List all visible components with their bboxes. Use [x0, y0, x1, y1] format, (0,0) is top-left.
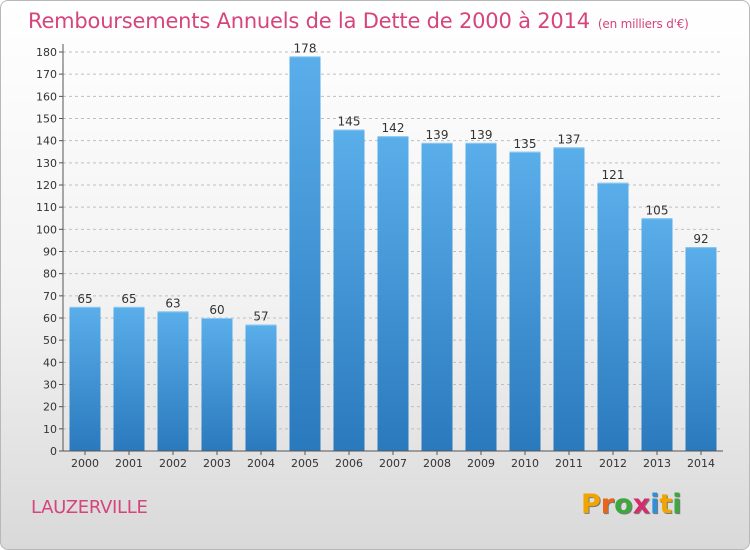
data-label-2000: 65: [77, 292, 92, 306]
bar-2014: [685, 247, 717, 451]
data-label-2002: 63: [165, 296, 180, 310]
y-tick-label: 140: [36, 135, 57, 148]
bars: 65 65 63 60 57 178 145 142 139 139 135 137 121 105 92: [69, 41, 717, 452]
bar-2010: [509, 151, 541, 451]
x-tick-label: 2006: [335, 457, 363, 470]
data-label-2007: 142: [382, 121, 405, 135]
data-label-2003: 60: [209, 303, 224, 317]
chart-unit: (en milliers d'€): [597, 17, 689, 31]
y-tick-label: 170: [36, 68, 57, 81]
y-tick-label: 40: [43, 356, 57, 369]
data-label-2008: 139: [426, 128, 449, 142]
data-label-2006: 145: [338, 115, 361, 129]
bar-2008: [421, 142, 453, 451]
x-tick-label: 2014: [687, 457, 715, 470]
data-label-2012: 121: [602, 168, 625, 182]
y-tick-label: 60: [43, 312, 57, 325]
y-tick-label: 150: [36, 113, 57, 126]
bar-2001: [113, 306, 145, 451]
bar-2003: [201, 318, 233, 451]
data-label-2009: 139: [470, 128, 493, 142]
bar-2005: [289, 56, 321, 451]
bar-2004: [245, 324, 277, 451]
logo-letter: P: [581, 489, 601, 520]
data-label-2010: 135: [514, 137, 537, 151]
proxiti-logo: Proxiti: [581, 489, 682, 520]
x-tick-label: 2011: [555, 457, 583, 470]
x-tick-label: 2008: [423, 457, 451, 470]
x-tick-label: 2005: [291, 457, 319, 470]
logo-letter: i: [672, 489, 682, 520]
logo-letter: r: [600, 489, 615, 520]
data-label-2001: 65: [121, 292, 136, 306]
x-tick-label: 2000: [71, 457, 99, 470]
bar-2009: [465, 142, 497, 451]
bar-2013: [641, 218, 673, 451]
logo-letter: t: [659, 489, 673, 520]
y-tick-label: 100: [36, 223, 57, 236]
x-tick-label: 2013: [643, 457, 671, 470]
data-label-2004: 57: [253, 310, 268, 324]
y-tick-label: 120: [36, 179, 57, 192]
chart-title-text: Remboursements Annuels de la Dette de 20…: [28, 9, 590, 33]
y-tick-label: 30: [43, 379, 57, 392]
y-tick-label: 20: [43, 401, 57, 414]
bar-2000: [69, 306, 101, 451]
bar-2007: [377, 136, 409, 451]
bar-2012: [597, 182, 629, 452]
x-tick-label: 2001: [115, 457, 143, 470]
bar-2011: [553, 147, 585, 452]
municipality-name: LAUZERVILLE: [31, 497, 148, 518]
bar-2006: [333, 129, 365, 452]
logo-letter: i: [650, 489, 660, 520]
x-tick-label: 2003: [203, 457, 231, 470]
axes: 0 10 20 30 40 50 60 70 80 90 100 110 120 130 140 150 160…: [36, 44, 723, 470]
y-tick-label: 50: [43, 334, 57, 347]
y-tick-label: 130: [36, 157, 57, 170]
chart-title: Remboursements Annuels de la Dette de 20…: [28, 9, 689, 33]
y-tick-label: 0: [50, 445, 57, 458]
data-label-2005: 178: [294, 41, 317, 55]
x-tick-label: 2004: [247, 457, 275, 470]
logo-letter: o: [614, 489, 633, 520]
data-label-2011: 137: [558, 132, 581, 146]
y-tick-label: 160: [36, 90, 57, 103]
x-tick-label: 2007: [379, 457, 407, 470]
x-tick-label: 2010: [511, 457, 539, 470]
y-tick-label: 110: [36, 201, 57, 214]
data-label-2014: 92: [693, 232, 708, 246]
y-tick-label: 90: [43, 246, 57, 259]
data-label-2013: 105: [646, 203, 669, 217]
x-tick-label: 2009: [467, 457, 495, 470]
x-tick-label: 2002: [159, 457, 187, 470]
y-tick-label: 80: [43, 268, 57, 281]
bar-2002: [157, 311, 189, 451]
y-tick-label: 70: [43, 290, 57, 303]
logo-letter: x: [632, 489, 651, 520]
y-tick-label: 10: [43, 423, 57, 436]
y-tick-label: 180: [36, 46, 57, 59]
x-tick-label: 2012: [599, 457, 627, 470]
